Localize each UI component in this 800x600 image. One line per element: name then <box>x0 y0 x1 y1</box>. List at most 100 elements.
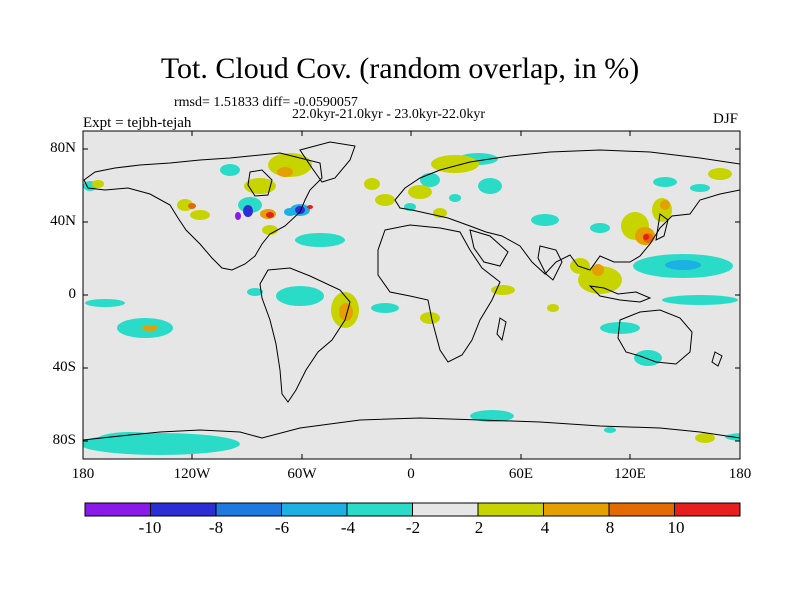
anomaly-patch <box>188 203 196 209</box>
anomaly-patch <box>449 194 461 202</box>
colorbar-swatch <box>674 502 741 517</box>
colorbar-label: -2 <box>405 518 421 537</box>
lat-label: 0 <box>68 286 77 302</box>
lon-label: 60E <box>508 466 534 482</box>
stats-text: rmsd= 1.51833 diff= -0.0590057 <box>174 95 358 110</box>
colorbar-swatch <box>412 502 479 517</box>
anomaly-patch <box>531 214 559 226</box>
anomaly-patch <box>277 167 293 177</box>
coast-south-america <box>259 267 351 403</box>
anomaly-patch <box>604 427 616 433</box>
colorbar-swatch <box>215 502 282 517</box>
lon-label: 60W <box>287 466 317 482</box>
anomaly-patch <box>578 266 622 294</box>
anomaly-patch <box>408 185 432 199</box>
colorbar-label: 2 <box>474 518 484 537</box>
anomaly-patch <box>92 180 104 188</box>
colorbar-label: 10 <box>667 518 685 537</box>
coast-africa <box>377 224 501 363</box>
anomaly-patch <box>420 312 440 324</box>
anomaly-patch <box>690 184 710 192</box>
anomaly-patch <box>665 260 701 270</box>
coast-hudson-bay <box>247 169 273 197</box>
coast-north-america <box>83 152 323 271</box>
colorbar-swatch <box>346 502 413 517</box>
anomaly-patch <box>662 295 738 305</box>
map-title: Tot. Cloud Cov. (random overlap, in %) <box>160 52 640 85</box>
anomaly-patch <box>364 178 380 190</box>
anomaly-patch <box>547 304 559 312</box>
anomaly-patch <box>243 205 253 217</box>
colorbar-swatch <box>84 502 151 517</box>
colorbar-label: 8 <box>605 518 615 537</box>
experiment-label: Expt = tejbh-tejah <box>83 115 192 131</box>
anomaly-patch <box>339 303 353 321</box>
map-background <box>83 131 740 459</box>
coast-greenland <box>299 141 356 183</box>
anomaly-patch <box>708 168 732 180</box>
coast-australia <box>617 309 693 365</box>
colorbar-label: 4 <box>540 518 550 537</box>
anomaly-patch <box>491 285 515 295</box>
lon-label: 120W <box>173 466 211 482</box>
anomaly-patch <box>295 233 345 247</box>
anomaly-patch <box>470 410 514 422</box>
anomaly-patch <box>307 205 313 209</box>
colorbar-label: -10 <box>138 518 162 537</box>
coast-indonesia <box>588 285 652 303</box>
colorbar-label: -6 <box>274 518 290 537</box>
anomaly-patch <box>276 286 324 306</box>
anomaly-field <box>83 141 740 455</box>
anomaly-patch <box>262 225 278 235</box>
anomaly-patch <box>177 199 193 211</box>
coast-japan <box>655 213 669 241</box>
anomaly-patch <box>190 210 210 220</box>
anomaly-patch <box>600 322 640 334</box>
season-label: DJF <box>713 111 739 127</box>
anomaly-patch <box>592 264 604 276</box>
coast-antarctica <box>83 417 740 441</box>
colorbar-swatch <box>477 502 544 517</box>
anomaly-patch <box>295 206 305 214</box>
anomaly-patch <box>695 433 715 443</box>
coast-eurasia <box>394 149 740 275</box>
lon-label: 120E <box>614 466 646 482</box>
anomaly-patch <box>634 350 662 366</box>
anomaly-patch <box>247 288 263 296</box>
anomaly-patch <box>653 177 677 187</box>
axis-ticks <box>83 131 740 459</box>
colorbar-swatch <box>281 502 348 517</box>
lon-label: 0 <box>407 466 415 482</box>
anomaly-patch <box>375 194 395 206</box>
anomaly-patch <box>420 173 440 187</box>
lon-label: 180 <box>728 466 752 482</box>
anomaly-patch <box>85 299 125 307</box>
colorbar-label: -8 <box>208 518 224 537</box>
colorbar-swatch <box>543 502 610 517</box>
anomaly-patch <box>220 164 240 176</box>
anomaly-patch <box>266 212 274 218</box>
period-subtitle: 22.0kyr-21.0kyr - 23.0kyr-22.0kyr <box>292 107 486 122</box>
anomaly-patch <box>431 155 479 173</box>
colorbar-swatch <box>608 502 675 517</box>
lat-label: 40S <box>52 359 76 375</box>
anomaly-patch <box>371 303 399 313</box>
anomaly-patch <box>660 200 670 210</box>
anomaly-patch <box>478 178 502 194</box>
anomaly-patch <box>244 178 276 194</box>
lat-label: 80N <box>50 140 76 156</box>
colorbar-label: -4 <box>340 518 356 537</box>
colorbar-swatch <box>150 502 217 517</box>
lon-label: 180 <box>71 466 95 482</box>
coastlines <box>83 141 740 441</box>
anomaly-patch <box>643 234 649 240</box>
coast-madagascar <box>496 317 507 342</box>
colorbar <box>84 502 741 517</box>
anomaly-patch <box>570 258 590 274</box>
coast-arabia <box>469 229 509 267</box>
lat-label: 80S <box>52 432 76 448</box>
coast-new-zealand <box>711 351 723 367</box>
coast-india <box>537 245 563 281</box>
lat-label: 40N <box>50 213 76 229</box>
